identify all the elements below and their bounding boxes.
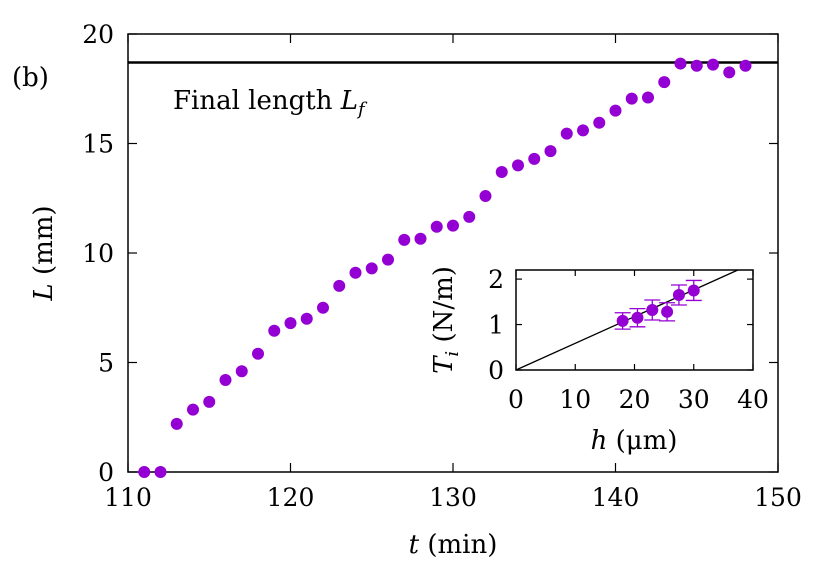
- main-x-tick-label: 120: [267, 483, 315, 512]
- main-y-tick-label: 20: [82, 20, 114, 49]
- main-data-point: [495, 165, 508, 178]
- inset-data-points: [614, 279, 702, 330]
- main-data-point: [690, 59, 703, 72]
- main-data-point: [333, 279, 346, 292]
- main-data-point: [593, 116, 606, 129]
- main-data-point: [154, 466, 167, 478]
- inset-x-axis-label: h (μm): [591, 426, 678, 456]
- main-data-point: [398, 233, 411, 246]
- inset-y-tick-label: 1: [488, 311, 504, 340]
- main-data-point: [252, 347, 264, 360]
- inset-data-point: [646, 304, 659, 316]
- main-y-tick-label: 5: [98, 349, 114, 378]
- main-data-point: [723, 66, 736, 79]
- main-data-point: [317, 301, 329, 314]
- main-data-points: [138, 57, 752, 478]
- main-x-tick-label: 150: [754, 483, 802, 512]
- main-x-tick-label: 130: [429, 483, 477, 512]
- main-data-point: [528, 152, 541, 165]
- main-data-point: [479, 190, 492, 203]
- main-data-point: [560, 127, 573, 140]
- main-data-point: [219, 374, 232, 387]
- inset-x-tick-label: 20: [619, 385, 651, 414]
- main-y-axis-label: L (mm): [29, 205, 59, 301]
- inset-data-point: [661, 305, 674, 318]
- main-x-tick-label: 140: [592, 483, 640, 512]
- main-data-point: [642, 91, 654, 104]
- main-x-axis-label: t (min): [409, 530, 498, 560]
- main-data-point: [138, 466, 151, 478]
- main-data-point: [187, 403, 199, 416]
- main-data-point: [235, 365, 248, 378]
- main-data-point: [382, 253, 394, 266]
- inset-y-tick-label: 0: [488, 356, 504, 385]
- main-data-point: [268, 324, 281, 337]
- inset-data-point: [616, 314, 629, 327]
- inset-axis-ticks: 0 10 20 30 40 0 1 2: [488, 265, 769, 414]
- inset-data-point: [631, 311, 644, 324]
- main-data-point: [300, 312, 313, 325]
- inset-x-tick-label: 0: [508, 385, 524, 414]
- inset-data-point: [687, 284, 700, 297]
- panel-label: (b): [12, 63, 49, 93]
- final-length-label: Final length Lf: [173, 86, 368, 120]
- inset-data-point: [672, 289, 685, 301]
- main-data-point: [674, 57, 687, 70]
- main-data-point: [365, 262, 378, 275]
- inset-x-tick-label: 40: [737, 385, 769, 414]
- main-data-point: [609, 104, 622, 117]
- main-data-point: [284, 317, 297, 330]
- main-x-tick-label: 110: [104, 483, 152, 512]
- main-data-point: [658, 76, 671, 89]
- main-data-point: [707, 58, 719, 71]
- main-data-point: [203, 395, 216, 408]
- inset-y-tick-label: 2: [488, 265, 504, 294]
- main-data-point: [577, 124, 589, 137]
- main-y-tick-label: 10: [82, 239, 114, 268]
- main-y-tick-label: 0: [98, 458, 114, 487]
- inset-y-axis-label: Ti (N/m): [429, 266, 463, 374]
- main-y-tick-label: 15: [82, 130, 114, 159]
- main-data-point: [463, 210, 476, 223]
- inset-x-tick-label: 30: [678, 385, 710, 414]
- inset-x-tick-label: 10: [559, 385, 591, 414]
- main-data-point: [414, 232, 427, 245]
- main-data-point: [170, 417, 183, 430]
- main-data-point: [739, 59, 752, 72]
- main-data-point: [544, 145, 557, 158]
- main-data-point: [625, 92, 638, 105]
- main-data-point: [349, 266, 362, 279]
- main-data-point: [430, 220, 443, 233]
- main-data-point: [447, 219, 459, 232]
- main-data-point: [512, 159, 524, 172]
